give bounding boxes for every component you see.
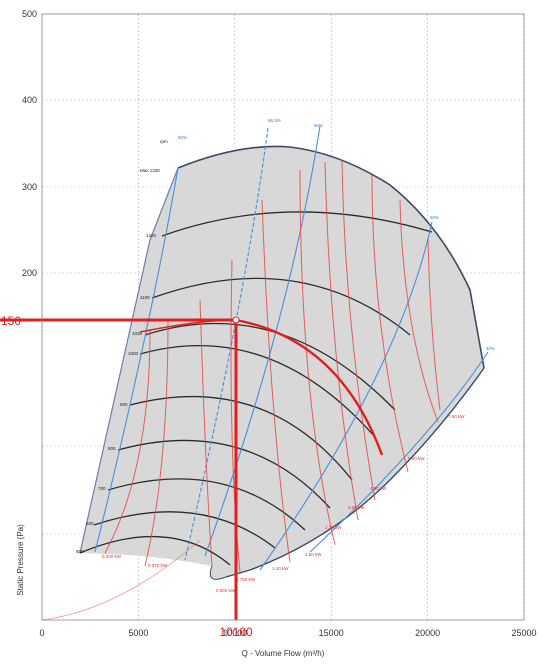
axes: 0 5000 10000 15000 20000 25000 500 400 300 200 Q -… <box>16 9 537 658</box>
power-label: 5.50 kW <box>408 456 425 461</box>
x-tick-label: 5000 <box>128 628 148 638</box>
power-label: 0.560 kW <box>216 588 236 593</box>
operating-speed-curve-left <box>139 319 237 333</box>
speed-header-label: rpm <box>160 139 168 144</box>
power-label: 0.370 kW <box>148 563 168 568</box>
efficiency-line <box>184 127 269 561</box>
operating-envelope <box>79 145 485 580</box>
speed-label: 700 <box>98 486 106 491</box>
envelope-bottom-edge <box>209 565 227 580</box>
envelope-max-edge <box>177 145 485 369</box>
y-tick-label: 300 <box>22 182 37 192</box>
efficiency-label: 40% <box>486 346 495 351</box>
speed-label: 1200 <box>146 233 157 238</box>
efficiency-label: 60% <box>314 123 323 128</box>
y-tick-label: 400 <box>22 95 37 105</box>
plot-frame <box>41 13 525 621</box>
power-line <box>299 169 336 546</box>
speed-label: 800 <box>108 446 116 451</box>
efficiency-label: 66.3% <box>268 118 281 123</box>
speed-curve <box>93 511 276 549</box>
speed-label: 1036 <box>132 331 143 336</box>
system-curve <box>41 539 201 621</box>
speed-curve <box>139 344 376 438</box>
x-tick-label: 25000 <box>511 628 536 638</box>
envelope-lower-edge <box>225 367 485 578</box>
speed-label: 1100 <box>140 295 150 300</box>
speed-label: 600 <box>86 521 94 526</box>
efficiency-lines <box>94 125 489 571</box>
power-line <box>144 319 169 567</box>
speed-curve <box>79 536 231 566</box>
x-tick-label: 0 <box>39 628 44 638</box>
efficiency-line <box>259 221 433 571</box>
envelope-area <box>80 146 484 580</box>
power-line <box>324 161 359 521</box>
power-line <box>371 174 409 473</box>
power-label: 1.50 kW <box>305 552 322 557</box>
power-line <box>199 299 213 567</box>
operating-point-highlight <box>0 316 384 620</box>
operating-point-y-label: 150 <box>1 314 21 328</box>
speed-label: 500 <box>76 549 84 554</box>
operating-speed-curve <box>235 318 384 456</box>
power-label: 0.750 kW <box>236 577 256 582</box>
power-label: 0.200 kW <box>102 554 122 559</box>
operating-point <box>232 316 240 324</box>
x-tick-label: 20000 <box>415 628 440 638</box>
efficiency-label: 50% <box>178 135 187 140</box>
power-label: 3.00 kW <box>348 505 365 510</box>
speed-curve <box>151 277 411 336</box>
power-label: 1.10 kW <box>272 566 289 571</box>
speed-label: 900 <box>120 402 128 407</box>
x-tick-label: 10000 <box>222 628 247 638</box>
power-line <box>261 199 291 563</box>
power-label: 7.50 kW <box>448 414 465 419</box>
power-line <box>399 199 439 423</box>
efficiency-label: 50% <box>430 215 439 220</box>
y-axis-title: Static Pressure (Pa) <box>16 524 25 596</box>
speed-curve <box>129 395 353 481</box>
efficiency-line <box>309 351 489 553</box>
speed-label: Max 1330 <box>140 168 160 173</box>
power-line <box>104 329 151 554</box>
operating-point-x-label: 10100 <box>219 625 253 639</box>
power-line <box>427 237 441 411</box>
efficiency-line <box>204 125 321 557</box>
y-tick-label: 200 <box>22 268 37 278</box>
speed-curve <box>161 211 433 237</box>
speed-label: 1000 <box>128 351 139 356</box>
power-label: 4.00 kW <box>370 486 387 491</box>
power-lines <box>41 159 441 621</box>
x-axis-title: Q - Volume Flow (m³/h) <box>242 649 325 658</box>
labels: 150 10100 rpm Max 1330 1200 1100 1036 1000 900 80… <box>1 118 495 639</box>
y-tick-label: 500 <box>22 9 37 19</box>
x-tick-label: 15000 <box>319 628 344 638</box>
speed-curves <box>79 211 433 566</box>
efficiency-line <box>94 167 179 553</box>
power-line <box>341 159 376 501</box>
envelope-left-edge <box>79 167 179 554</box>
speed-curve <box>107 478 306 531</box>
power-label: 2.20 kW <box>325 525 342 530</box>
